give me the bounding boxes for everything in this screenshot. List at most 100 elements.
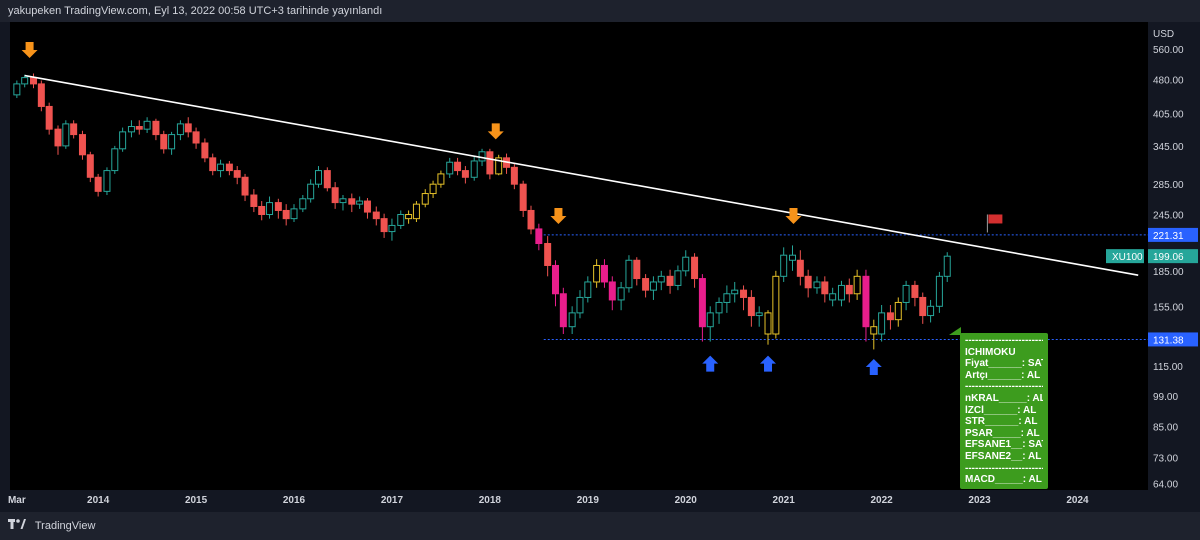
candle-body [755,312,763,317]
publish-info-text: yakupeken TradingView.com, Eyl 13, 2022 … [8,5,383,17]
candle-body [412,203,420,220]
x-tick-label: 2016 [283,495,306,506]
candle-body [388,224,396,233]
x-tick-label: 2022 [870,495,893,506]
candle-body [886,312,894,321]
candle-body [314,170,322,185]
candle-body [845,284,853,295]
candle-body [510,166,518,185]
indicator-legend: ------------------------ ICHIMOKU Fiyat___… [960,333,1048,489]
candle-body [176,123,184,136]
y-tick-label: 185.00 [1153,267,1184,278]
candle-body [372,211,380,220]
y-tick-label: 99.00 [1153,392,1178,403]
candle-body [339,198,347,204]
candle-body [37,83,45,107]
candle-body [86,154,94,178]
y-tick-label: 64.00 [1153,480,1178,491]
candle-body [853,275,861,295]
candle-body [13,83,21,96]
candle-body [804,275,812,289]
candle-body [30,77,38,85]
candle-body [682,256,690,272]
candle-body [649,281,657,291]
candle-body [225,163,233,172]
candle-body [143,120,151,130]
candle-body [642,278,650,291]
candle-body [698,278,706,328]
candle-body [470,160,478,178]
candle-body [723,293,731,303]
candle-body [559,293,567,328]
candle-body [152,120,160,136]
down-arrow-icon [487,123,504,140]
candle-body [544,243,552,266]
x-tick-label: 2014 [87,495,110,506]
candle-body [461,170,469,178]
candle-body [348,198,356,205]
candle-body [380,218,388,233]
y-tick-label: 480.00 [1153,76,1184,87]
time-axis[interactable] [0,490,1200,512]
candle-body [454,161,462,172]
y-tick-label: 560.00 [1153,45,1184,56]
candle-body [535,228,543,245]
level-price-tag-label: 221.31 [1153,231,1184,242]
legend-row: ICHIMOKU [965,346,1016,358]
candle-body [233,170,241,178]
candle-body [894,301,902,321]
candle-body [201,142,209,159]
legend-row: EFSANE2__: AL [965,450,1042,462]
candle-body [593,264,601,283]
candle-body [911,284,919,298]
x-tick-label: Mar [8,495,26,506]
candle-body [250,194,258,207]
candle-body [421,193,429,205]
candle-body [429,183,437,195]
candle-body [495,157,503,175]
up-arrow-icon [865,358,882,375]
candle-body [796,259,804,277]
candle-body [331,187,339,204]
candle-body [568,312,576,328]
x-tick-label: 2024 [1066,495,1089,506]
candle-body [266,202,274,216]
candle-body [356,200,364,205]
candle-body [731,289,739,295]
up-arrow-icon [702,355,719,372]
candle-body [437,173,445,185]
candle-body [405,214,413,220]
x-tick-label: 2020 [675,495,698,506]
candle-body [878,312,886,335]
down-arrow-icon [21,42,38,59]
candle-body [323,170,331,189]
candle-body [943,255,951,277]
candle-body [935,275,943,307]
down-arrow-icon [550,208,567,225]
y-tick-label: 85.00 [1153,423,1178,434]
candles-group [13,73,1139,350]
symbol-tag-label: XU100 [1112,252,1143,263]
candle-body [184,123,192,133]
candle-body [45,105,53,130]
candle-body [363,200,371,213]
tradingview-brand: TradingView [34,520,96,532]
legend-row: EFSANE1__: SAT [965,439,1043,451]
y-tick-label: 345.00 [1153,142,1184,153]
chart-plot-area[interactable] [10,22,1148,490]
currency-label: USD [1153,29,1174,40]
candle-body [625,259,633,289]
legend-row: ------------------------ [965,381,1043,393]
legend-pointer [949,327,961,335]
legend-row: STR______: AL [965,416,1038,428]
candle-body [740,289,748,298]
candle-body [706,312,714,328]
candle-body [902,284,910,303]
y-tick-label: 245.00 [1153,211,1184,222]
x-tick-label: 2017 [381,495,404,506]
candle-body [307,183,315,200]
x-tick-label: 2018 [479,495,502,506]
candle-body [21,77,29,85]
current-price-tag [1148,249,1198,264]
candle-body [111,148,119,172]
